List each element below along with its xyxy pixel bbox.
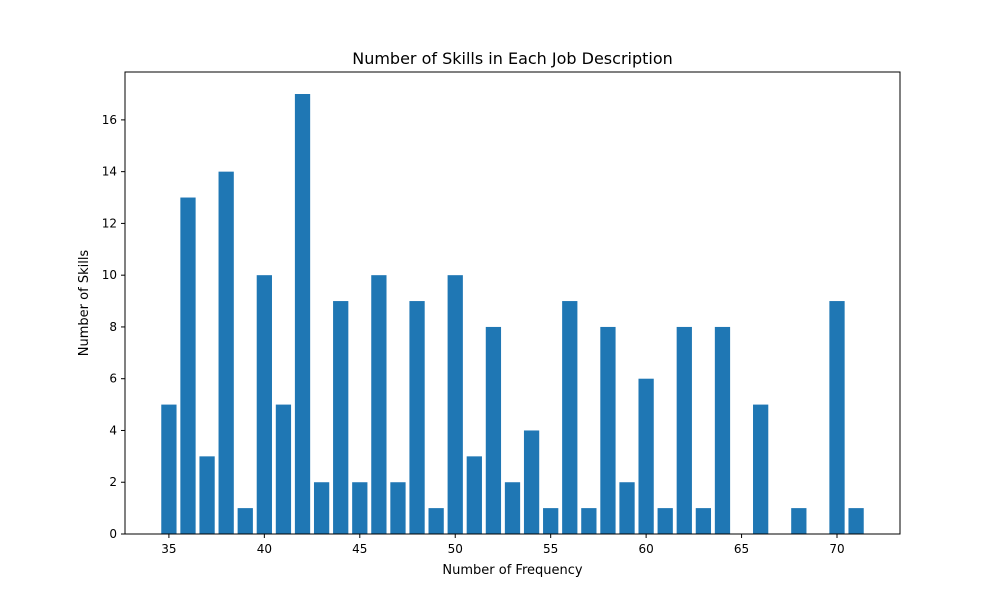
y-tick-label-14: 14 — [102, 165, 117, 179]
bar-52 — [485, 326, 502, 534]
bar-50 — [447, 275, 463, 534]
x-tick-label-60: 60 — [638, 542, 653, 556]
bar-36 — [180, 197, 196, 534]
bar-49 — [428, 508, 444, 534]
bar-41 — [275, 404, 292, 534]
bar-63 — [695, 508, 712, 534]
y-tick-label-12: 12 — [102, 216, 117, 230]
y-tick-label-6: 6 — [109, 372, 117, 386]
plot-frame — [124, 71, 901, 535]
bars-group — [161, 94, 864, 534]
bar-64 — [714, 326, 731, 534]
x-tick-label-40: 40 — [257, 542, 272, 556]
bar-55 — [543, 508, 559, 534]
y-tick-label-4: 4 — [109, 423, 117, 437]
bar-38 — [218, 171, 234, 534]
chart-title: Number of Skills in Each Job Description — [352, 49, 673, 68]
x-tick-label-70: 70 — [829, 542, 844, 556]
bar-51 — [466, 456, 482, 534]
bar-61 — [657, 508, 673, 534]
bar-62 — [676, 326, 692, 534]
x-tick-label-55: 55 — [543, 542, 558, 556]
x-tick-label-50: 50 — [448, 542, 463, 556]
bar-45 — [352, 482, 368, 534]
bar-54 — [523, 430, 540, 534]
bar-42 — [294, 94, 311, 534]
y-axis-ticks: 0 2 4 6 8 10 12 14 16 — [102, 113, 125, 541]
bar-58 — [600, 326, 616, 534]
bar-46 — [371, 275, 387, 534]
y-tick-label-10: 10 — [102, 268, 117, 282]
bar-47 — [390, 482, 406, 534]
bar-70 — [829, 301, 845, 534]
bar-71 — [848, 508, 864, 534]
bar-53 — [504, 482, 521, 534]
x-tick-label-35: 35 — [161, 542, 176, 556]
bar-68 — [791, 508, 807, 534]
y-tick-label-16: 16 — [102, 113, 117, 127]
bar-43 — [313, 482, 330, 534]
y-tick-label-2: 2 — [109, 475, 117, 489]
y-axis-label: Number of Skills — [77, 250, 92, 357]
bar-48 — [409, 301, 425, 534]
x-tick-label-65: 65 — [734, 542, 749, 556]
y-tick-label-0: 0 — [109, 527, 117, 541]
x-tick-label-45: 45 — [352, 542, 367, 556]
bar-59 — [619, 482, 635, 534]
bar-56 — [562, 301, 578, 534]
x-axis-label: Number of Frequency — [442, 563, 582, 578]
bar-66 — [753, 404, 769, 534]
bar-35 — [161, 404, 177, 534]
bar-39 — [237, 508, 253, 534]
bar-40 — [256, 275, 272, 534]
bar-37 — [199, 456, 215, 534]
x-axis-ticks: 35 40 45 50 55 60 65 70 — [161, 534, 845, 556]
bar-44 — [333, 301, 349, 534]
bar-60 — [638, 378, 654, 534]
bar-57 — [581, 508, 597, 534]
y-tick-label-8: 8 — [109, 320, 117, 334]
